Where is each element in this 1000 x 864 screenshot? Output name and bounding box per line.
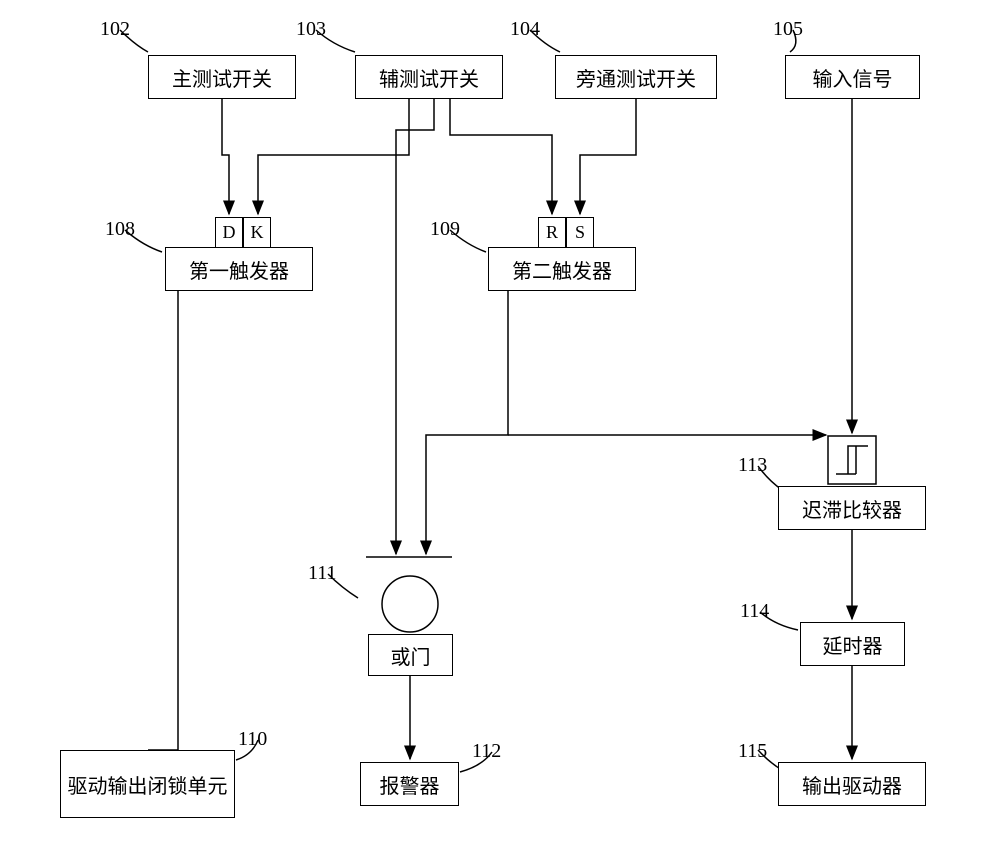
node-label: 主测试开关 [172,63,272,92]
node-n114: 延时器 [800,622,905,666]
node-label: 报警器 [380,770,440,799]
node-n104: 旁通测试开关 [555,55,717,99]
ref-label-108: 108 [105,218,135,241]
ref-label-103: 103 [296,18,326,41]
ref-label-110: 110 [238,728,267,751]
port-S: S [566,217,594,247]
port-R: R [538,217,566,247]
diagram-connectors [0,0,1000,864]
port-D: D [215,217,243,247]
edge-n109-to-or [426,291,508,554]
edge-n103 [258,99,409,214]
ref-label-112: 112 [472,740,501,763]
ref-label-115: 115 [738,740,767,763]
node-label: 第二触发器 [512,255,612,284]
node-label: 延时器 [823,630,883,659]
ref-label-105: 105 [773,18,803,41]
port-K: K [243,217,271,247]
node-label: 辅测试开关 [379,63,479,92]
node-n109: 第二触发器 [488,247,636,291]
node-n103: 辅测试开关 [355,55,503,99]
edge-n102 [222,99,229,214]
node-label: 输出驱动器 [802,770,902,799]
node-n105: 输入信号 [785,55,920,99]
edge-n103-to-or [396,99,434,554]
ref-label-102: 102 [100,18,130,41]
node-n112: 报警器 [360,762,459,806]
edge-n108-down [148,291,178,750]
node-label: 驱动输出闭锁单元 [68,770,228,799]
ref-label-104: 104 [510,18,540,41]
node-n111: 或门 [368,634,453,676]
node-label: 输入信号 [813,63,893,92]
ref-label-113: 113 [738,454,767,477]
node-label: 迟滞比较器 [802,494,902,523]
node-label: 或门 [391,641,431,670]
edge-n103b [450,99,552,214]
ref-label-111: 111 [308,562,337,585]
ref-label-109: 109 [430,218,460,241]
node-n102: 主测试开关 [148,55,296,99]
node-n108: 第一触发器 [165,247,313,291]
ref-label-114: 114 [740,600,769,623]
node-n110: 驱动输出闭锁单元 [60,750,235,818]
node-n113: 迟滞比较器 [778,486,926,530]
node-label: 第一触发器 [189,255,289,284]
node-n115: 输出驱动器 [778,762,926,806]
node-label: 旁通测试开关 [576,63,696,92]
edge-n104 [580,99,636,214]
